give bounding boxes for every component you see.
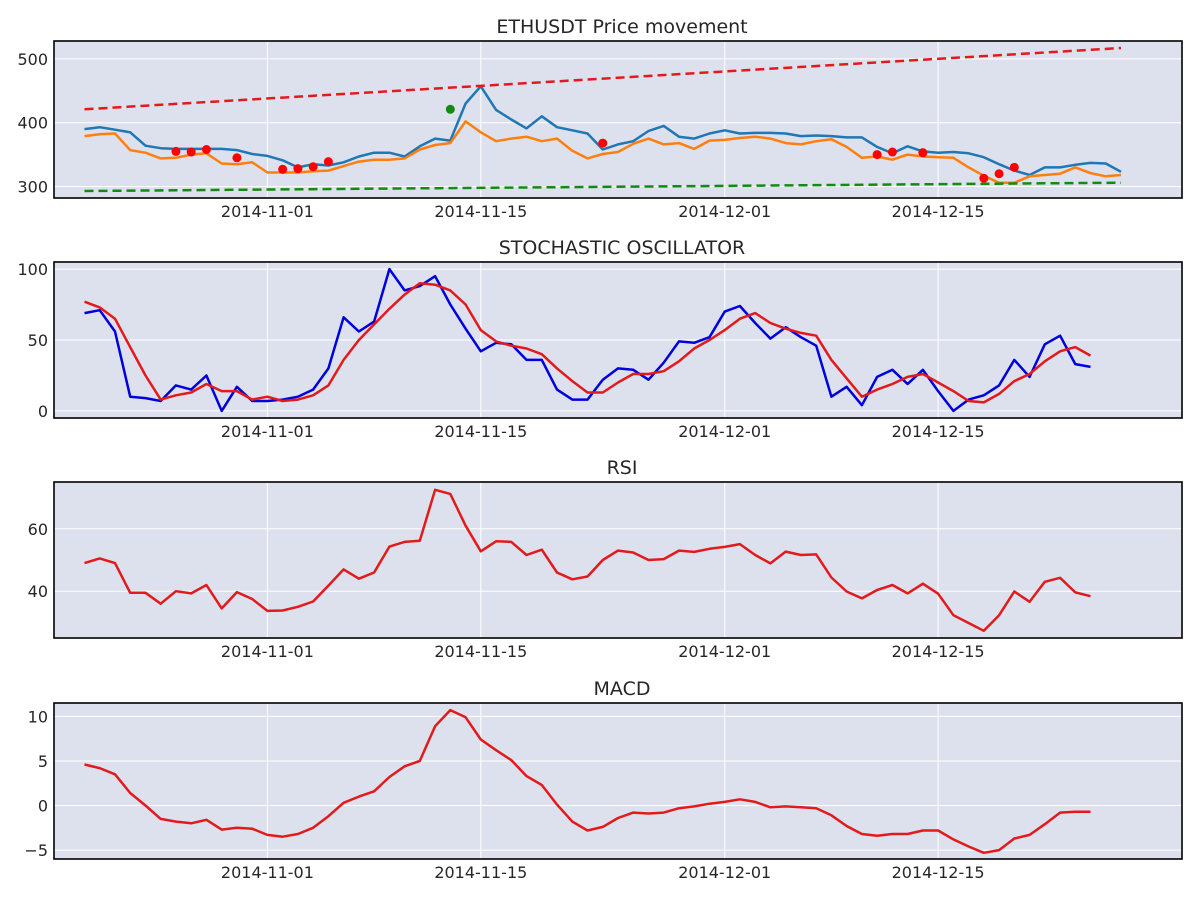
x-tick-label: 2014-11-15 <box>434 202 527 221</box>
y-tick-label: 60 <box>28 520 48 539</box>
y-tick-label: 50 <box>28 331 48 350</box>
series-line-close <box>84 85 1122 177</box>
x-tick-label: 2014-12-01 <box>678 863 771 882</box>
red-marker-point <box>186 147 196 157</box>
chart-panel-1: ETHUSDT Price movement 2014-11-01 2014-11-… <box>17 16 1183 221</box>
x-tick-label: 2014-12-01 <box>678 202 771 221</box>
chart-panel-3: RSI 2014-11-01 2014-11-15 2014-12-01 2014-12… <box>28 457 1183 661</box>
y-tick-label: 500 <box>17 50 48 69</box>
y-tick-label: 10 <box>28 707 48 726</box>
x-tick-label: 2014-11-01 <box>221 642 314 661</box>
y-tick-label: 0 <box>38 797 48 816</box>
y-tick-label: 5 <box>38 752 48 771</box>
x-tick-label: 2014-11-01 <box>221 202 314 221</box>
x-tick-label: 2014-11-15 <box>434 422 527 441</box>
red-marker-point <box>1009 162 1019 172</box>
x-tick-label: 2014-12-15 <box>892 422 985 441</box>
green-marker-point <box>445 104 455 114</box>
series-line-support <box>84 181 1122 193</box>
plot-area <box>54 703 1182 859</box>
series-line-d <box>84 282 1092 404</box>
red-marker-point <box>323 157 333 167</box>
y-tick-label: 0 <box>38 402 48 421</box>
x-tick-label: 2014-11-15 <box>434 642 527 661</box>
series-line-low <box>84 120 1122 184</box>
y-tick-label: 40 <box>28 582 48 601</box>
x-tick-label: 2014-12-01 <box>678 422 771 441</box>
red-marker-point <box>887 147 897 157</box>
plot-frame <box>53 702 1183 860</box>
panel-title: ETHUSDT Price movement <box>496 16 747 38</box>
series-line-macd <box>84 708 1091 855</box>
red-marker-point <box>232 153 242 163</box>
panel-title: MACD <box>594 678 651 700</box>
panel-title: RSI <box>607 457 638 479</box>
red-marker-point <box>598 138 608 148</box>
plot-frame <box>53 261 1183 419</box>
series-line-resistance <box>84 46 1122 111</box>
red-marker-point <box>994 169 1004 179</box>
plot-frame <box>53 481 1183 639</box>
x-tick-label: 2014-12-15 <box>892 863 985 882</box>
x-tick-label: 2014-12-01 <box>678 642 771 661</box>
plot-frame <box>53 40 1183 199</box>
panel-title: STOCHASTIC OSCILLATOR <box>499 237 746 259</box>
y-tick-label: −5 <box>24 841 48 860</box>
red-marker-point <box>979 173 989 183</box>
plot-area <box>54 41 1182 198</box>
x-tick-label: 2014-12-15 <box>892 202 985 221</box>
red-marker-point <box>278 164 288 174</box>
chart-panel-2: STOCHASTIC OSCILLATOR 2014-11-01 2014-11-1… <box>17 237 1183 441</box>
red-marker-point <box>918 148 928 158</box>
y-tick-label: 400 <box>17 114 48 133</box>
red-marker-point <box>201 144 211 154</box>
series-line-rsi <box>84 488 1091 633</box>
red-marker-point <box>293 164 303 174</box>
x-tick-label: 2014-12-15 <box>892 642 985 661</box>
x-tick-label: 2014-11-01 <box>221 863 314 882</box>
red-marker-point <box>171 146 181 156</box>
red-marker-point <box>872 150 882 160</box>
chart-panel-4: MACD 2014-11-01 2014-11-15 2014-12-01 2014-1… <box>24 678 1183 882</box>
plot-area <box>54 482 1182 638</box>
y-tick-label: 300 <box>17 178 48 197</box>
series-line-k <box>84 267 1091 413</box>
y-tick-label: 100 <box>17 260 48 279</box>
x-tick-label: 2014-11-01 <box>221 422 314 441</box>
x-tick-label: 2014-11-15 <box>434 863 527 882</box>
red-marker-point <box>308 162 318 172</box>
